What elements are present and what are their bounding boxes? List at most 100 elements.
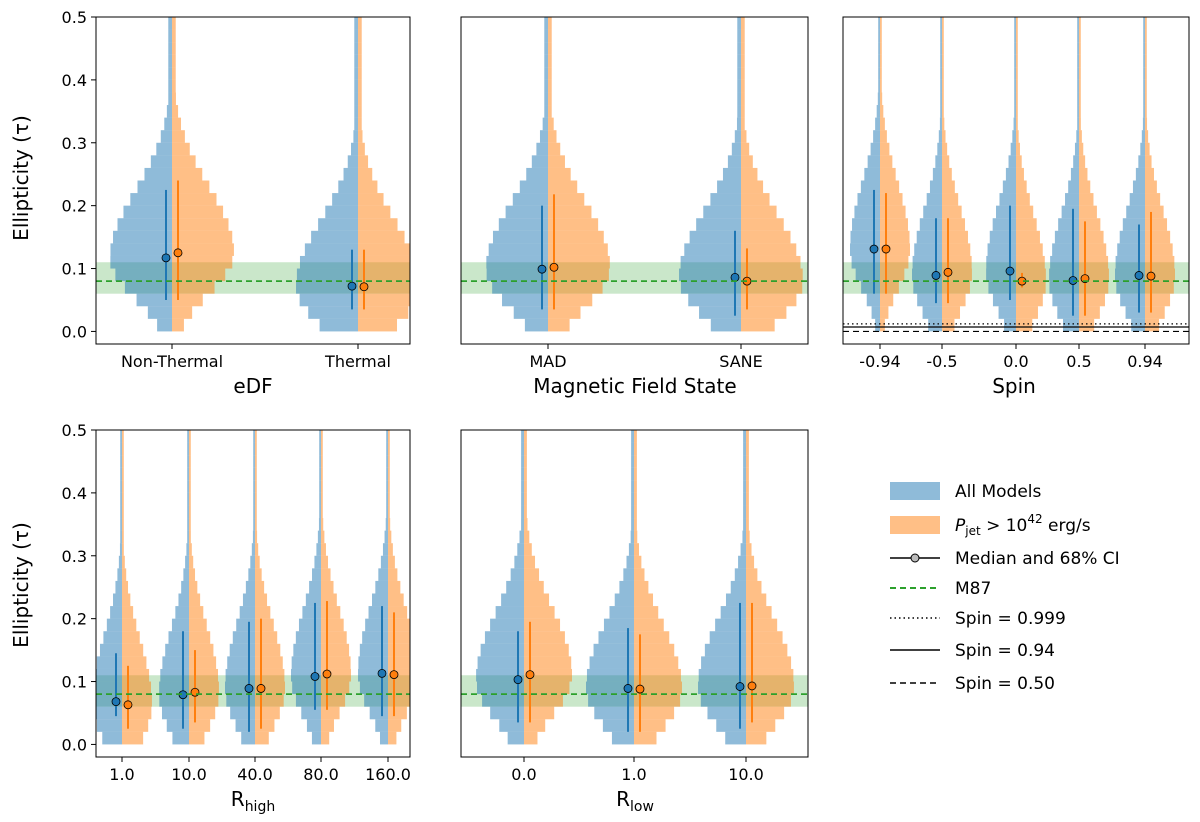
median-marker-jet xyxy=(173,248,183,258)
histogram-bar-jet xyxy=(358,193,384,206)
histogram-bar-all xyxy=(940,54,942,68)
histogram-bar-all xyxy=(1129,193,1145,206)
histogram-bar-jet xyxy=(548,142,561,156)
histogram-bar-all xyxy=(1143,42,1145,55)
histogram-bar-jet xyxy=(388,568,398,581)
histogram-bar-all xyxy=(521,455,524,468)
histogram-bar-jet xyxy=(172,193,217,206)
histogram-bar-jet xyxy=(1145,130,1149,143)
histogram-bar-jet xyxy=(524,668,572,682)
histogram-bar-all xyxy=(486,255,548,269)
histogram-bar-all xyxy=(110,243,172,256)
x-axis-label-magnetic: Magnetic Field State xyxy=(533,374,736,398)
histogram-bar-jet xyxy=(1016,105,1018,118)
histogram-bar-jet xyxy=(172,230,233,244)
histogram-bar-all xyxy=(736,117,741,131)
histogram-bar-jet xyxy=(548,130,557,143)
histogram-bar-jet xyxy=(741,142,750,156)
histogram-bar-jet xyxy=(321,731,330,745)
histogram-bar-all xyxy=(1077,42,1079,55)
histogram-bar-jet xyxy=(358,67,362,80)
histogram-bar-all xyxy=(225,668,255,682)
median-marker-jet xyxy=(549,262,559,272)
histogram-bar-jet xyxy=(122,543,124,556)
histogram-bar-jet xyxy=(321,681,350,695)
histogram-bar-jet xyxy=(321,492,323,506)
median-marker-all xyxy=(537,264,547,274)
histogram-bar-jet xyxy=(524,643,569,657)
histogram-bar-jet xyxy=(255,719,275,732)
histogram-bar-jet xyxy=(189,668,219,682)
histogram-bar-jet xyxy=(122,555,125,569)
histogram-bar-jet xyxy=(634,530,638,544)
histogram-bar-all xyxy=(96,656,122,669)
histogram-bar-all xyxy=(743,480,746,493)
histogram-bar-all xyxy=(1126,205,1145,219)
histogram-bar-jet xyxy=(548,67,552,80)
panel-plot-area xyxy=(461,430,808,745)
histogram-bar-jet xyxy=(321,467,323,481)
histogram-bar-jet xyxy=(741,268,803,282)
histogram-bar-jet xyxy=(741,17,745,30)
histogram-bar-jet xyxy=(634,455,637,468)
histogram-bar-jet xyxy=(741,130,747,143)
median-marker-jet xyxy=(190,687,200,697)
histogram-bar-jet xyxy=(358,180,378,194)
histogram-bar-jet xyxy=(358,255,410,269)
histogram-bar-all xyxy=(368,606,388,619)
histogram-bar-jet xyxy=(634,430,637,443)
histogram-bar-all xyxy=(253,442,255,456)
histogram-bar-all xyxy=(860,180,880,194)
histogram-bar-all xyxy=(536,142,548,156)
histogram-bar-jet xyxy=(746,442,749,456)
histogram-bar-jet xyxy=(524,593,550,607)
histogram-bar-all xyxy=(144,167,172,181)
histogram-bar-jet xyxy=(172,205,224,219)
histogram-bar-all xyxy=(935,155,942,168)
histogram-bar-all xyxy=(375,580,388,594)
histogram-bar-all xyxy=(700,694,746,707)
histogram-bar-jet xyxy=(388,593,404,607)
histogram-bar-all xyxy=(117,218,172,231)
histogram-bar-all xyxy=(365,618,388,632)
histogram-bar-jet xyxy=(255,618,274,632)
histogram-bar-jet xyxy=(524,731,538,745)
histogram-bar-all xyxy=(1125,306,1145,319)
histogram-bar-all xyxy=(603,618,634,632)
histogram-bar-all xyxy=(586,668,634,682)
histogram-bar-all xyxy=(992,218,1016,231)
histogram-bar-all xyxy=(168,92,172,106)
histogram-bar-all xyxy=(1014,54,1016,68)
legend-all-models-swatch xyxy=(890,482,940,500)
histogram-bar-all xyxy=(293,643,321,657)
histogram-bar-jet xyxy=(746,455,749,468)
histogram-bar-jet xyxy=(358,17,362,30)
histogram-bar-jet xyxy=(634,643,675,657)
histogram-bar-all xyxy=(929,180,942,194)
histogram-bar-jet xyxy=(524,719,546,732)
y-tick-label: 0.3 xyxy=(62,134,87,153)
histogram-bar-jet xyxy=(634,719,666,732)
histogram-bar-jet xyxy=(189,543,192,556)
histogram-bar-all xyxy=(928,318,942,332)
histogram-bar-all xyxy=(332,193,358,206)
histogram-bar-jet xyxy=(122,455,124,468)
x-axis-label-spin: Spin xyxy=(992,374,1036,398)
histogram-bar-jet xyxy=(942,230,968,244)
histogram-bar-jet xyxy=(880,54,882,68)
histogram-bar-jet xyxy=(1016,117,1018,131)
histogram-bar-all xyxy=(861,281,880,294)
histogram-bar-all xyxy=(521,430,524,443)
histogram-bar-jet xyxy=(1016,54,1018,68)
histogram-bar-all xyxy=(589,656,634,669)
histogram-bar-jet xyxy=(634,555,642,569)
histogram-bar-jet xyxy=(321,618,344,632)
histogram-bar-jet xyxy=(358,268,410,282)
x-tick-label: 0.5 xyxy=(1066,352,1091,371)
histogram-bar-jet xyxy=(122,631,140,644)
histogram-bar-jet xyxy=(741,92,745,106)
histogram-bar-all xyxy=(103,631,122,644)
histogram-bar-all xyxy=(311,230,358,244)
histogram-bar-all xyxy=(743,492,746,506)
median-marker-jet xyxy=(256,684,266,693)
